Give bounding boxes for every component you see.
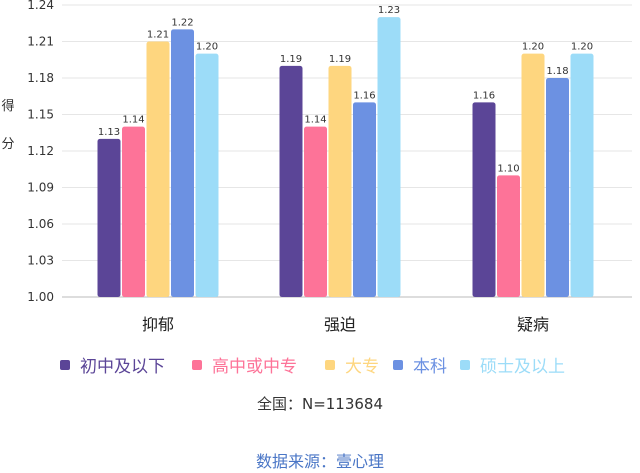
data-label: 1.20 [571,42,593,53]
category-label: 强迫 [324,315,356,334]
bar [328,65,352,297]
bar [497,175,520,297]
legend-swatch [60,360,70,370]
y-axis-ticks: 1.00 1.03 1.06 1.09 1.12 1.15 1.18 1.21 1.24 [27,0,54,304]
legend-label: 硕士及以上 [480,357,565,377]
data-label: 1.14 [304,115,326,126]
bar [195,53,219,297]
data-labels: 1.131.141.211.221.201.191.141.191.161.23… [98,5,593,174]
category-label: 抑郁 [142,315,174,334]
y-tick-label: 1.18 [27,71,54,85]
y-tick-label: 1.15 [27,108,54,122]
y-tick-label: 1.03 [27,254,54,268]
data-label: 1.16 [473,90,495,101]
legend-label: 高中或中专 [212,357,297,377]
bar [570,53,594,297]
bar [171,29,194,297]
y-axis-label-char: 分 [1,137,14,152]
data-label: 1.19 [329,54,351,65]
data-label: 1.23 [378,5,400,16]
y-tick-label: 1.09 [27,181,54,195]
bar [377,17,401,298]
category-label: 疑病 [517,315,549,334]
legend-swatch [192,360,202,370]
y-tick-label: 1.06 [27,217,54,231]
data-label: 1.13 [98,127,120,138]
bars [97,17,594,298]
legend: 初中及以下 高中或中专 大专 本科 硕士及以上 [60,357,565,377]
legend-swatch [393,360,403,370]
bar [546,78,569,297]
y-axis-label: 得分 [1,98,14,152]
legend-label: 初中及以下 [80,357,165,377]
y-axis-label-char: 得 [1,98,14,114]
legend-label: 本科 [413,357,447,377]
bar [97,138,121,297]
y-tick-label: 1.12 [27,144,54,158]
data-label: 1.10 [497,163,519,174]
data-label: 1.14 [122,115,144,126]
bar [472,102,496,297]
data-label: 1.21 [147,30,169,41]
x-axis-categories: 抑郁 强迫 疑病 [142,315,549,334]
bar [146,41,170,297]
data-label: 1.20 [522,42,544,53]
y-tick-label: 1.00 [27,290,54,304]
bar [353,102,376,297]
y-tick-label: 1.24 [27,0,54,12]
data-label: 1.19 [280,54,302,65]
legend-label: 大专 [345,357,379,377]
data-label: 1.20 [196,42,218,53]
data-label: 1.18 [546,66,568,77]
bar [122,126,145,298]
bar [521,53,545,297]
data-label: 1.22 [171,17,193,28]
legend-swatch [460,360,470,370]
y-tick-label: 1.21 [27,35,54,49]
data-label: 1.16 [353,90,375,101]
data-source: 数据来源：壹心理 [256,452,384,471]
bar [304,126,327,298]
bar [279,65,303,297]
legend-swatch [325,360,335,370]
sample-size-note: 全国：N=113684 [257,395,383,413]
